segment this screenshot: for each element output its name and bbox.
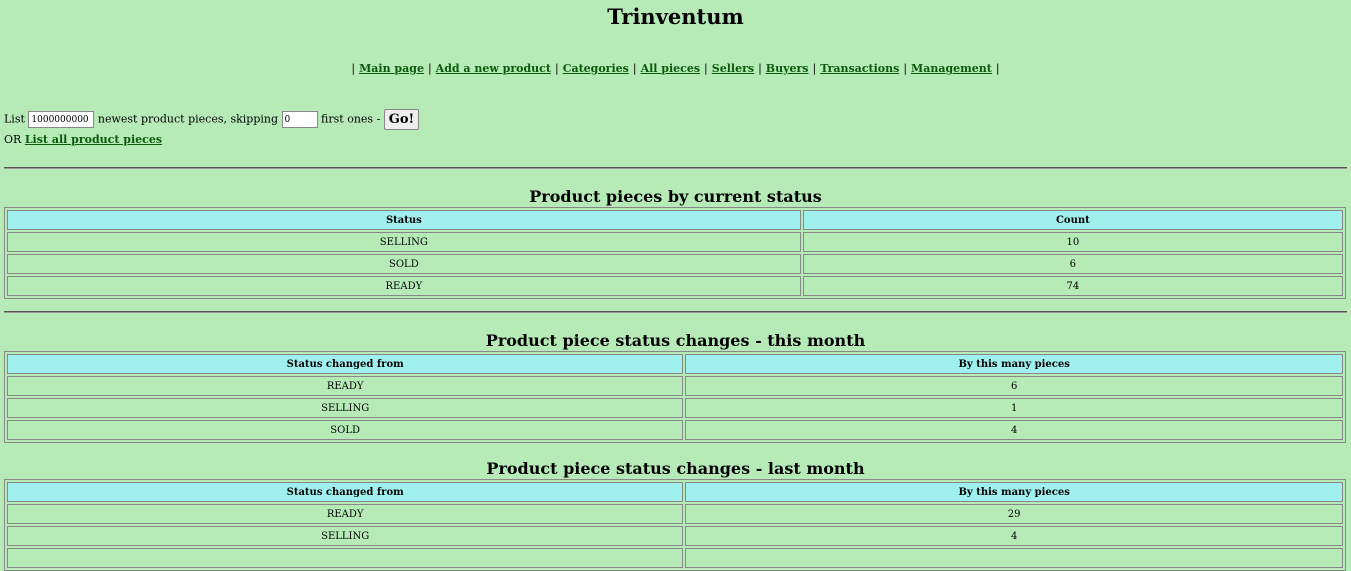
or-label: OR [4,133,22,146]
go-button[interactable]: Go! [383,109,420,130]
cell [685,548,1343,568]
cell: 29 [685,504,1343,524]
col-header: Count [802,210,1343,230]
cell: SELLING [7,232,801,252]
cell: SELLING [7,526,684,546]
table-row: READY 74 [7,276,1343,296]
cell: SOLD [7,420,684,440]
cell: 6 [685,376,1343,396]
cell [7,548,684,568]
cell: 1 [685,398,1343,418]
middle-text: newest product pieces, skipping [97,112,279,126]
col-header: Status changed from [7,354,684,374]
list-label: List [4,112,25,126]
nav-main-page[interactable]: Main page [359,62,424,75]
table-row: SELLING 10 [7,232,1343,252]
table-row: SOLD 4 [7,420,1343,440]
cell: READY [7,504,684,524]
table-row: SOLD 6 [7,254,1343,274]
col-header: Status [7,210,801,230]
page-title: Trinventum [607,4,744,29]
cell: SOLD [7,254,801,274]
end-text: first ones - [321,112,381,126]
cell: 4 [685,526,1343,546]
main-nav: | Main page | Add a new product | Categories |… [351,62,1000,75]
nav-categories[interactable]: Categories [562,62,629,75]
cell: 4 [685,420,1343,440]
col-header: Status changed from [7,482,684,502]
table-row: SELLING 4 [7,526,1343,546]
table-title: Product piece status changes - this mont… [485,331,866,350]
col-header: By this many pieces [685,354,1343,374]
table-row: READY 29 [7,504,1343,524]
table-title: Product pieces by current status [529,187,822,206]
last-month-table: Status changed from By this many pieces R… [4,479,1346,571]
divider [4,311,1347,313]
skip-input[interactable] [281,111,318,128]
table-row: READY 6 [7,376,1343,396]
nav-all-pieces[interactable]: All pieces [640,62,701,75]
nav-add-product[interactable]: Add a new product [435,62,551,75]
nav-buyers[interactable]: Buyers [765,62,809,75]
cell: 10 [802,232,1343,252]
list-all-link[interactable]: List all product pieces [24,133,163,146]
status-table: Status Count SELLING 10 SOLD 6 READY 74 [4,207,1346,299]
list-form: List newest product pieces, skipping fir… [4,109,1351,149]
cell: READY [7,376,684,396]
cell: 74 [802,276,1343,296]
table-title: Product piece status changes - last mont… [486,459,865,478]
nav-management[interactable]: Management [911,62,992,75]
col-header: By this many pieces [685,482,1343,502]
this-month-table: Status changed from By this many pieces R… [4,351,1346,443]
cell: 6 [802,254,1343,274]
cell: SELLING [7,398,684,418]
table-row [7,548,1343,568]
table-row: SELLING 1 [7,398,1343,418]
cell: READY [7,276,801,296]
count-input[interactable] [28,111,95,128]
nav-transactions[interactable]: Transactions [820,62,900,75]
nav-sellers[interactable]: Sellers [711,62,755,75]
divider [4,167,1347,169]
